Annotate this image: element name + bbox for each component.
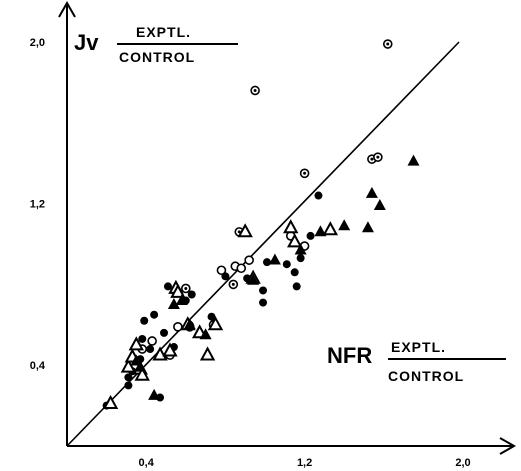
- open-circle-point: [216, 265, 227, 276]
- filled-circle-point: [292, 282, 301, 291]
- filled-circle-point: [160, 328, 169, 337]
- dotted-circle-center: [370, 157, 374, 161]
- open-circle-point: [244, 255, 254, 265]
- dotted-circle-center: [303, 171, 307, 175]
- open-triangle-point: [170, 283, 186, 298]
- open-triangle-point: [128, 336, 144, 351]
- filled-triangle-point: [338, 219, 351, 231]
- filled-circle-point: [259, 286, 268, 295]
- open-circle-point: [147, 336, 157, 346]
- dotted-circle-center: [253, 88, 257, 92]
- filled-circle-point: [314, 191, 323, 200]
- filled-triangle-point: [175, 293, 188, 305]
- open-circle-point: [236, 263, 247, 274]
- x-label-numerator: EXPTL.: [391, 339, 446, 355]
- y-tick-label: 2,0: [30, 37, 45, 49]
- filled-triangle-point: [199, 328, 212, 340]
- tick-labels: 0,4 1,2 2,0 0,4 1,2 2,0: [30, 37, 471, 469]
- filled-triangle-point: [167, 298, 180, 309]
- filled-triangle-point: [183, 318, 196, 330]
- dotted-circle-center: [386, 42, 390, 46]
- open-triangle-point: [207, 316, 224, 331]
- filled-triangle-point: [294, 243, 307, 255]
- filled-triangle-point: [407, 154, 420, 166]
- open-triangle-point: [287, 233, 303, 248]
- open-triangle-point: [102, 394, 119, 409]
- filled-triangle-point: [268, 253, 281, 265]
- dotted-circle-center: [231, 282, 235, 286]
- x-label-main: NFR: [327, 343, 372, 368]
- data-points: [102, 39, 420, 410]
- open-triangle-point: [283, 219, 299, 234]
- filled-circle-point: [138, 334, 147, 343]
- filled-triangle-point: [314, 225, 327, 237]
- filled-triangle-point: [148, 388, 161, 400]
- filled-circle-point: [124, 381, 133, 390]
- filled-triangle-point: [247, 273, 260, 285]
- y-label-denominator: CONTROL: [119, 49, 195, 65]
- filled-circle-point: [262, 258, 271, 267]
- x-tick-label: 1,2: [297, 457, 312, 469]
- dotted-circle-center: [376, 155, 380, 159]
- filled-circle-point: [290, 268, 299, 277]
- identity-line: [66, 41, 460, 447]
- filled-circle-point: [150, 310, 159, 319]
- filled-circle-point: [207, 312, 216, 321]
- y-label-numerator: EXPTL.: [136, 24, 191, 40]
- open-triangle-point: [134, 366, 150, 381]
- open-triangle-point: [237, 223, 253, 238]
- x-tick-label: 2,0: [455, 457, 470, 469]
- open-triangle-point: [162, 342, 178, 357]
- filled-circle-point: [306, 231, 315, 240]
- y-axis-label: Jv EXPTL. CONTROL: [74, 24, 238, 65]
- filled-circle-point: [187, 290, 196, 299]
- axes: [58, 0, 517, 455]
- filled-circle-point: [146, 345, 155, 354]
- y-tick-label: 0,4: [30, 360, 46, 372]
- y-tick-label: 1,2: [30, 199, 45, 211]
- dotted-circle-center: [184, 286, 188, 290]
- filled-circle-point: [140, 316, 149, 325]
- x-tick-label: 0,4: [139, 457, 155, 469]
- filled-circle-point: [259, 298, 268, 307]
- y-label-main: Jv: [74, 30, 99, 55]
- open-triangle-point: [120, 358, 137, 373]
- filled-circle-point: [163, 282, 172, 291]
- filled-triangle-point: [365, 186, 378, 198]
- filled-circle-point: [124, 373, 133, 382]
- filled-triangle-point: [134, 360, 147, 372]
- open-circle-point: [173, 322, 183, 332]
- y-axis-arrow: [58, 0, 76, 18]
- x-label-denominator: CONTROL: [388, 368, 464, 384]
- filled-triangle-point: [373, 199, 386, 211]
- open-triangle-point: [199, 346, 216, 361]
- filled-circle-point: [296, 254, 305, 263]
- open-triangle-point: [322, 221, 339, 236]
- dotted-circle-center: [237, 230, 241, 234]
- filled-circle-point: [282, 260, 291, 269]
- filled-triangle-point: [361, 221, 374, 233]
- open-triangle-point: [152, 346, 168, 361]
- x-axis-arrow: [499, 437, 517, 455]
- x-axis-label: NFR EXPTL. CONTROL: [327, 339, 506, 384]
